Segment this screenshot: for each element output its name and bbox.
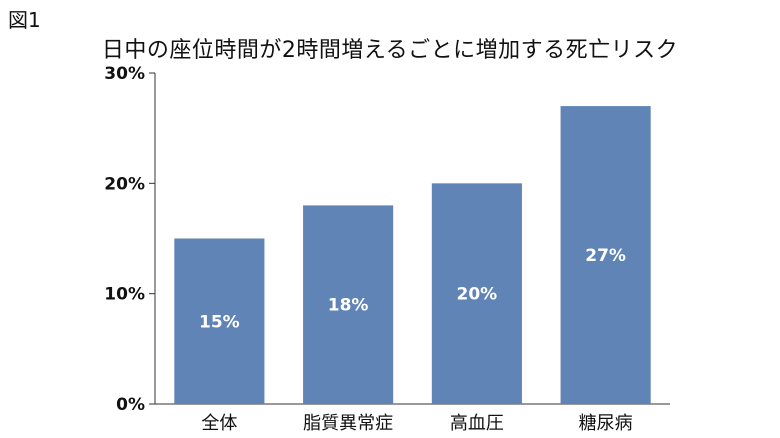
data-label: 20% [457,285,498,305]
data-label: 27% [585,246,626,266]
data-label: 15% [199,312,240,332]
figure-label: 図1 [8,8,41,32]
y-tick-label: 20% [104,174,145,194]
x-tick-label: 脂質異常症 [303,413,393,434]
chart-title: 日中の座位時間が2時間増えるごとに増加する死亡リスク [101,38,679,63]
y-tick-label: 10% [104,285,145,305]
bar [431,183,522,404]
data-label: 18% [328,296,369,316]
bar [560,106,651,404]
bar [174,238,265,404]
y-tick-label: 0% [116,395,145,415]
x-tick-label: 高血圧 [450,413,504,434]
x-tick-label: 糖尿病 [579,413,633,434]
y-tick-label: 30% [104,64,145,84]
bar [303,205,394,404]
x-tick-label: 全体 [201,413,237,434]
